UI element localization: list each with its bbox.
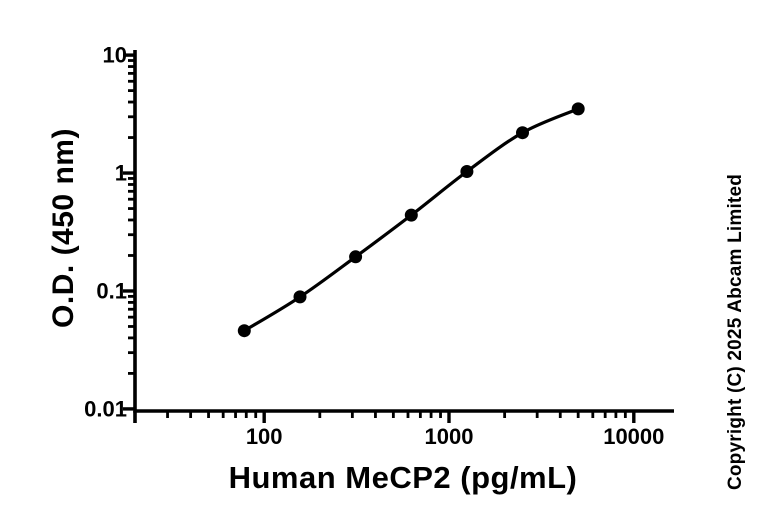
axis-lines	[133, 50, 674, 413]
y-axis-title: O.D. (450 nm)	[47, 128, 80, 328]
data-point-marker	[293, 290, 307, 304]
data-point-marker	[571, 102, 585, 116]
x-tick-label: 100	[246, 424, 283, 449]
x-axis-title: Human MeCP2 (pg/mL)	[228, 460, 578, 495]
y-tick-label: 1	[115, 161, 127, 186]
y-tick-label: 0.1	[96, 278, 127, 303]
data-point-marker	[404, 208, 418, 222]
data-point-marker	[516, 126, 529, 140]
data-point-marker	[460, 165, 474, 178]
data-point-marker	[349, 250, 363, 264]
x-tick-label: 1000	[425, 424, 474, 449]
copyright-notice: Copyright (C) 2025 Abcam Limited	[725, 173, 746, 491]
y-tick-label: 10	[103, 43, 127, 68]
data-point-marker	[237, 324, 251, 338]
x-tick-label: 10000	[603, 424, 664, 449]
y-tick-label: 0.01	[84, 396, 127, 421]
